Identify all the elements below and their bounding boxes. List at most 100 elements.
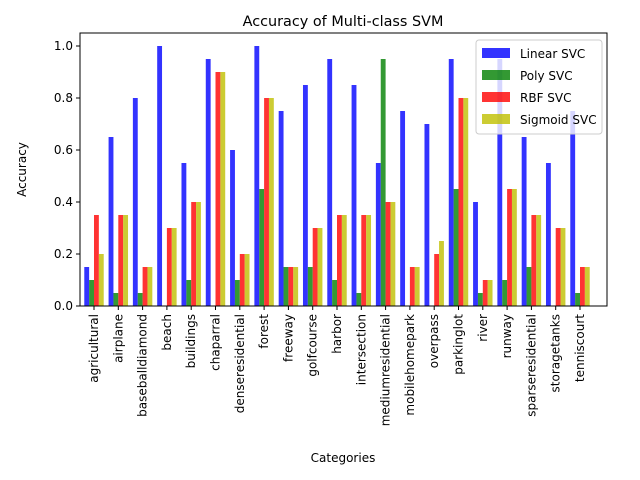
bar-rbf-svc-mobilehomepark — [409, 267, 415, 306]
x-tick-label: freeway — [281, 314, 295, 362]
bar-rbf-svc-intersection — [361, 215, 367, 306]
x-tick-label: sparseresidential — [524, 314, 538, 417]
y-tick-label: 0.4 — [54, 195, 73, 209]
x-tick-label: runway — [500, 314, 514, 358]
x-tick-label: airplane — [111, 314, 125, 363]
bar-rbf-svc-buildings — [191, 202, 197, 306]
bar-sigmoid-svc-forest — [268, 98, 274, 306]
bar-rbf-svc-river — [482, 280, 488, 306]
bar-sigmoid-svc-runway — [511, 189, 517, 306]
bar-rbf-svc-denseresidential — [239, 254, 245, 306]
x-tick-label: parkinglot — [452, 314, 466, 375]
bar-linear-svc-tenniscourt — [570, 111, 576, 306]
bar-rbf-svc-beach — [166, 228, 172, 306]
bar-rbf-svc-freeway — [288, 267, 294, 306]
bar-sigmoid-svc-harbor — [341, 215, 347, 306]
x-tick-label: tenniscourt — [573, 314, 587, 382]
bar-sigmoid-svc-tenniscourt — [584, 267, 590, 306]
bar-sigmoid-svc-overpass — [439, 241, 444, 306]
bar-linear-svc-harbor — [327, 59, 333, 306]
bar-rbf-svc-parkinglot — [458, 98, 464, 306]
y-tick-label: 0.8 — [54, 91, 73, 105]
x-tick-label: golfcourse — [306, 314, 320, 377]
bar-sigmoid-svc-baseballdiamond — [147, 267, 153, 306]
bar-poly-svc-agricultural — [89, 280, 94, 306]
bar-sigmoid-svc-river — [487, 280, 493, 306]
bar-poly-svc-freeway — [283, 267, 289, 306]
legend-swatch — [482, 48, 510, 58]
bar-sigmoid-svc-chaparral — [220, 72, 226, 306]
bar-rbf-svc-chaparral — [215, 72, 221, 306]
bar-linear-svc-river — [473, 202, 478, 306]
bar-poly-svc-forest — [259, 189, 265, 306]
bar-sigmoid-svc-buildings — [196, 202, 201, 306]
bar-sigmoid-svc-sparseresidential — [536, 215, 542, 306]
legend-swatch — [482, 114, 510, 124]
bar-linear-svc-beach — [157, 46, 163, 306]
y-tick-label: 0.6 — [54, 143, 73, 157]
bar-rbf-svc-forest — [264, 98, 269, 306]
bar-sigmoid-svc-mobilehomepark — [414, 267, 420, 306]
bar-linear-svc-storagetanks — [545, 163, 551, 306]
bar-linear-svc-freeway — [278, 111, 284, 306]
bar-poly-svc-parkinglot — [453, 189, 459, 306]
y-tick-label: 0.2 — [54, 247, 73, 261]
bar-linear-svc-chaparral — [205, 59, 211, 306]
x-axis-label: Categories — [311, 451, 376, 465]
bar-linear-svc-baseballdiamond — [132, 98, 138, 306]
bar-linear-svc-forest — [254, 46, 260, 306]
bar-sigmoid-svc-golfcourse — [317, 228, 323, 306]
x-tick-label: agricultural — [87, 314, 101, 383]
bar-poly-svc-golfcourse — [307, 267, 313, 306]
x-tick-label: storagetanks — [549, 314, 563, 392]
bar-linear-svc-runway — [497, 59, 503, 306]
legend-box — [475, 39, 603, 135]
bar-rbf-svc-storagetanks — [555, 228, 561, 306]
bar-rbf-svc-tenniscourt — [580, 267, 585, 306]
bar-poly-svc-river — [477, 293, 483, 306]
bar-sigmoid-svc-beach — [171, 228, 177, 306]
x-tick-label: forest — [257, 314, 271, 349]
bar-poly-svc-airplane — [113, 293, 119, 306]
bar-rbf-svc-baseballdiamond — [142, 267, 148, 306]
bar-linear-svc-parkinglot — [448, 59, 454, 306]
bar-poly-svc-baseballdiamond — [137, 293, 143, 306]
bar-linear-svc-intersection — [351, 85, 357, 306]
bar-sigmoid-svc-mediumresidential — [390, 202, 396, 306]
legend: Linear SVC Poly SVC RBF SVC Sigmoid SVC — [475, 39, 603, 135]
bar-sigmoid-svc-airplane — [123, 215, 129, 306]
x-tick-label: mobilehomepark — [403, 314, 417, 416]
bar-poly-svc-mediumresidential — [380, 59, 386, 306]
bar-rbf-svc-agricultural — [94, 215, 99, 306]
y-axis: 0.0 0.2 0.4 0.6 0.8 1.0 — [54, 39, 80, 313]
legend-label: Sigmoid SVC — [520, 113, 597, 127]
bar-rbf-svc-harbor — [337, 215, 342, 306]
x-tick-label: overpass — [427, 314, 441, 368]
plot-frame — [79, 32, 608, 307]
legend-swatch — [482, 70, 510, 80]
bar-linear-svc-mobilehomepark — [400, 111, 406, 306]
bar-linear-svc-overpass — [424, 124, 430, 306]
y-axis-label: Accuracy — [15, 142, 29, 197]
legend-swatch — [482, 92, 510, 102]
bar-linear-svc-denseresidential — [230, 150, 235, 306]
bar-rbf-svc-overpass — [434, 254, 440, 306]
bar-linear-svc-airplane — [108, 137, 114, 306]
bar-poly-svc-intersection — [356, 293, 362, 306]
legend-label: Linear SVC — [520, 47, 585, 61]
bar-poly-svc-harbor — [332, 280, 337, 306]
x-axis: agricultural airplane baseballdiamond beach… — [87, 306, 587, 426]
bar-poly-svc-buildings — [186, 280, 192, 306]
bar-rbf-svc-runway — [507, 189, 512, 306]
bar-rbf-svc-sparseresidential — [531, 215, 537, 306]
bar-sigmoid-svc-agricultural — [98, 254, 104, 306]
bar-linear-svc-mediumresidential — [375, 163, 381, 306]
bar-sigmoid-svc-freeway — [293, 267, 299, 306]
x-tick-label: river — [476, 314, 490, 342]
x-tick-label: intersection — [354, 314, 368, 385]
y-tick-label: 1.0 — [54, 39, 73, 53]
bar-rbf-svc-mediumresidential — [385, 202, 391, 306]
bar-sigmoid-svc-denseresidential — [244, 254, 250, 306]
bar-linear-svc-agricultural — [84, 267, 90, 306]
